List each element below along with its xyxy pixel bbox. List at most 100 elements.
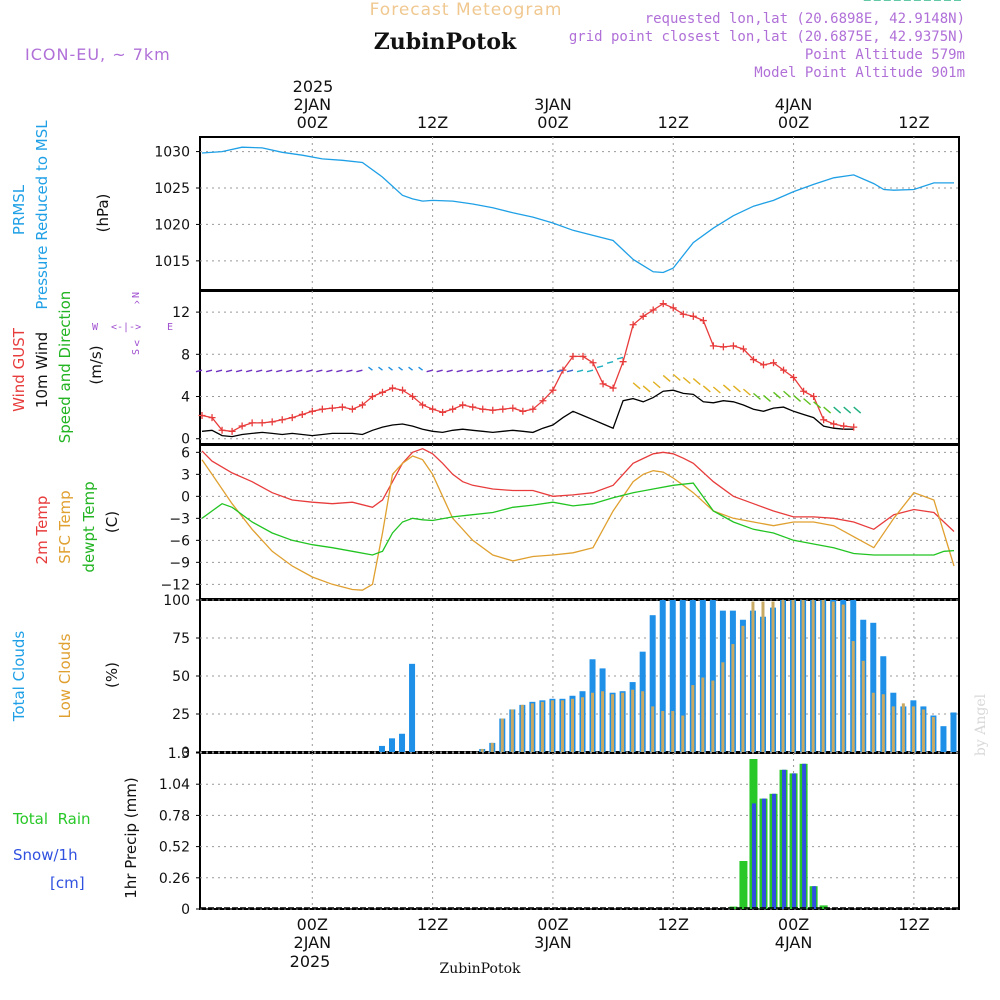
gust-marker-57 [770,359,778,367]
snow-bar-6 [792,773,797,909]
ytick-label-2-6: 6 [181,445,190,461]
wind-arrow-37 [566,369,574,373]
gust-marker-18 [378,388,386,396]
pressure-labels: PRMSL Pressure Reduced to MSL (hPa) [10,120,112,310]
ytick-label-2-0: −12 [160,577,190,593]
low-cloud-bar-35 [550,700,554,752]
compass-e: E [167,322,173,333]
wind-arrow-43 [632,382,641,390]
total-cloud-bar-47 [669,600,676,752]
bottom-year-label: 2025 [290,952,331,971]
ytick-label-4-1: 0.26 [159,871,190,887]
gust-marker-38 [579,352,587,360]
gust-marker-51 [709,342,717,350]
low-cloud-bar-33 [530,703,534,752]
gust-marker-23 [429,405,437,413]
ytick-label-2-2: −6 [169,533,190,549]
top-tick-label-4: 00Z [778,113,809,132]
wind-arrow-53 [732,385,741,393]
low-cloud-bar-59 [791,600,795,752]
gust-marker-32 [519,407,527,415]
wind-unit: (m/s) [87,345,105,384]
low-cloud-bar-31 [510,709,514,752]
low-cloud-bar-48 [681,715,685,752]
bottom-date-label-2: 3JAN [534,933,572,952]
compass-up: ^ [134,300,140,311]
wind-arrow-11 [306,369,313,373]
wind-arrow-38 [576,369,584,373]
low-cloud-bar-55 [751,601,755,752]
gust-marker-28 [479,405,487,413]
wind-arrow-51 [712,386,721,394]
wind-arrow-14 [336,369,343,373]
temp-line-0 [201,447,955,532]
gust-marker-5 [248,419,256,427]
low-cloud-bar-40 [601,691,605,752]
compass-rose: N ^ W <-|-> E v S [92,292,173,355]
gust-marker-8 [278,416,286,424]
compass-row: <-|-> [111,322,141,333]
low-cloud-bar-58 [781,600,785,752]
wind-arrow-58 [783,390,791,398]
wind-arrow-26 [456,369,463,373]
wind-arrow-4 [235,369,243,373]
ytick-label-2-3: −3 [169,511,190,527]
gust-marker-53 [729,342,737,350]
low-cloud-bar-45 [651,706,655,752]
gust-line [201,302,854,432]
wind-arrow-65 [853,406,862,414]
gust-marker-39 [589,359,597,367]
wind-arrow-61 [813,401,822,409]
cloud-label-total: Total Clouds [10,631,28,723]
top-year-label: 2025 [293,77,334,96]
gust-marker-0 [198,412,206,420]
ytick-label-3-2: 50 [172,669,190,685]
wind-arrow-55 [753,392,761,400]
gust-marker-61 [810,393,818,401]
ytick-label-1-3: 12 [172,305,190,321]
low-cloud-bar-70 [901,703,905,752]
wind-arrow-17 [368,366,373,371]
wind-arrow-42 [616,356,624,360]
low-cloud-bar-52 [721,662,725,752]
ytick-label-0-3: 1030 [154,145,190,161]
total-cloud-bar-48 [679,600,686,752]
gust-marker-14 [338,403,346,411]
wind-speed-line [201,389,854,438]
gust-marker-43 [629,321,637,329]
wind-arrow-28 [476,369,483,373]
wind-arrow-25 [446,369,453,373]
compass-s: S [131,349,142,355]
precip-unit: 1hr Precip (mm) [122,777,140,898]
wind-arrow-19 [388,366,393,371]
gust-marker-1 [208,414,216,422]
low-cloud-bar-64 [841,604,845,752]
wind-arrow-46 [662,374,671,382]
total-cloud-trailing-bar-1 [950,712,957,752]
ytick-label-0-1: 1020 [154,217,190,233]
precip-label-snow: Snow/1h [13,846,78,864]
ytick-label-1-0: 0 [181,432,190,448]
low-cloud-bar-36 [560,700,564,752]
wind-arrow-15 [346,369,353,373]
compass-down: v [134,338,140,349]
gust-marker-10 [298,410,306,418]
wind-arrow-8 [276,369,283,373]
ytick-label-3-1: 25 [172,707,190,723]
wind-arrow-48 [682,376,691,385]
snow-bar-3 [761,798,766,909]
gust-marker-46 [659,300,667,308]
total-cloud-bar-20 [399,733,406,752]
wind-arrow-45 [652,381,661,389]
wind-arrow-34 [536,369,544,373]
gust-marker-29 [489,406,497,414]
ytick-label-4-4: 1.04 [159,777,190,793]
bottom-tick-label-2: 00Z [537,915,568,934]
gust-marker-21 [409,393,417,401]
bottom-tick-label-3: 12Z [658,915,689,934]
model-altitude: Model Point Altitude 901m [754,65,965,81]
gust-marker-13 [328,404,336,412]
gust-marker-64 [840,422,848,430]
gust-marker-22 [419,401,427,409]
